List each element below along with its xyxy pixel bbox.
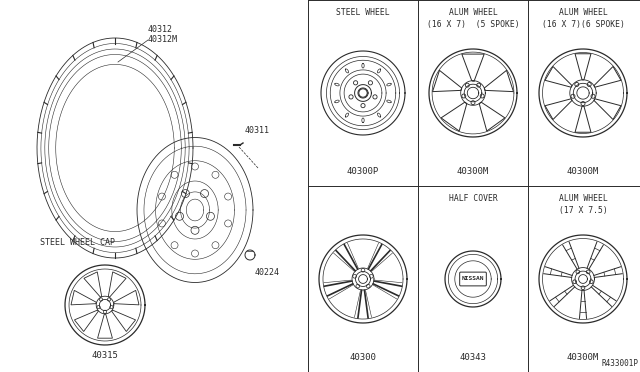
Text: 40315: 40315 xyxy=(92,351,118,360)
Text: 40311: 40311 xyxy=(245,126,270,135)
Text: 40300M: 40300M xyxy=(567,167,599,176)
Text: 40224: 40224 xyxy=(255,268,280,277)
Text: 40300M: 40300M xyxy=(457,167,489,176)
Text: 40312: 40312 xyxy=(148,25,173,34)
Text: 40312M: 40312M xyxy=(148,35,178,44)
Text: ALUM WHEEL: ALUM WHEEL xyxy=(449,8,497,17)
Text: ALUM WHEEL: ALUM WHEEL xyxy=(559,194,607,203)
Text: (16 X 7)(6 SPOKE): (16 X 7)(6 SPOKE) xyxy=(541,20,625,29)
Text: ALUM WHEEL: ALUM WHEEL xyxy=(559,8,607,17)
Text: (17 X 7.5): (17 X 7.5) xyxy=(559,206,607,215)
Text: 40300M: 40300M xyxy=(567,353,599,362)
Text: HALF COVER: HALF COVER xyxy=(449,194,497,203)
Text: (16 X 7)  (5 SPOKE): (16 X 7) (5 SPOKE) xyxy=(427,20,519,29)
Text: STEEL WHEEL CAP: STEEL WHEEL CAP xyxy=(40,238,115,247)
Text: 40343: 40343 xyxy=(460,353,486,362)
Text: STEEL WHEEL: STEEL WHEEL xyxy=(336,8,390,17)
Text: 40300P: 40300P xyxy=(347,167,379,176)
Text: 40300: 40300 xyxy=(349,353,376,362)
Text: R433001P: R433001P xyxy=(601,359,638,368)
Text: NISSAN: NISSAN xyxy=(461,276,484,282)
